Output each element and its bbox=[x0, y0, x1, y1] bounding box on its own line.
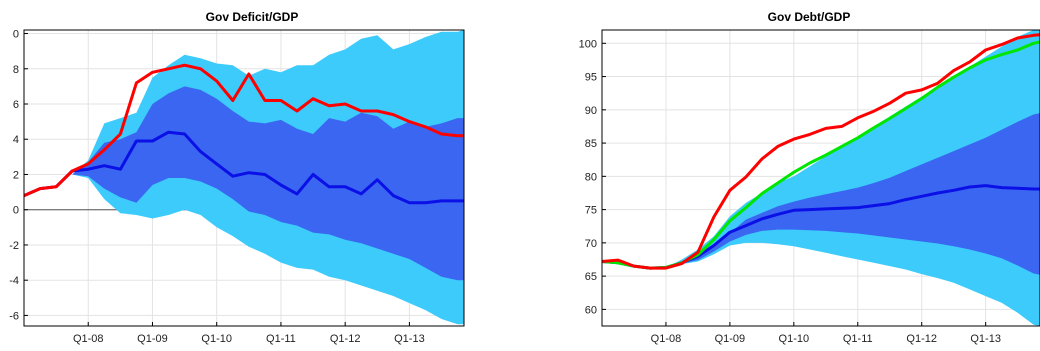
debt-bands bbox=[602, 30, 1040, 326]
deficit-y-tick-label: -2 bbox=[9, 240, 19, 252]
deficit-y-ticks: -6 -4 -2 0 2 4 6 8 0 bbox=[9, 29, 28, 322]
debt-inner-confidence-band bbox=[602, 113, 1040, 275]
deficit-x-tick-label: Q1-10 bbox=[201, 333, 232, 345]
debt-chart-panel: Gov Debt/GDP Q1-08 Q1-09 Q1-10 Q1-11 Q1-12 Q1… bbox=[579, 10, 1040, 345]
debt-y-tick-label: 70 bbox=[585, 238, 597, 250]
deficit-chart-panel: Gov Deficit/GDP Q1-08 Q1-09 Q1-10 Q1-11 Q1-1… bbox=[9, 10, 465, 345]
debt-x-ticks: Q1-08 Q1-09 Q1-10 Q1-11 Q1-12 Q1-13 bbox=[651, 322, 1001, 345]
deficit-y-tick-label: 8 bbox=[13, 64, 19, 76]
deficit-y-tick-label: 0 bbox=[13, 205, 19, 217]
deficit-y-tick-label: -4 bbox=[9, 275, 19, 287]
deficit-y-tick-label: 4 bbox=[13, 134, 19, 146]
debt-y-tick-label: 95 bbox=[585, 72, 597, 84]
deficit-x-tick-label: Q1-08 bbox=[73, 333, 104, 345]
debt-lines bbox=[601, 33, 1040, 270]
debt-y-tick-label: 90 bbox=[585, 105, 597, 117]
deficit-chart-title: Gov Deficit/GDP bbox=[206, 10, 299, 24]
deficit-y-tick-label: 0 bbox=[13, 29, 19, 41]
deficit-bands bbox=[24, 30, 464, 325]
debt-actual-line bbox=[601, 33, 1040, 270]
deficit-x-ticks: Q1-08 Q1-09 Q1-10 Q1-11 Q1-12 Q1-13 bbox=[73, 322, 425, 345]
debt-y-tick-label: 65 bbox=[585, 271, 597, 283]
debt-chart-title: Gov Debt/GDP bbox=[768, 10, 851, 24]
debt-y-tick-label: 80 bbox=[585, 171, 597, 183]
debt-x-tick-label: Q1-12 bbox=[906, 333, 937, 345]
deficit-lines bbox=[23, 63, 464, 205]
debt-y-tick-label: 60 bbox=[585, 304, 597, 316]
debt-y-tick-label: 85 bbox=[585, 138, 597, 150]
deficit-x-tick-label: Q1-12 bbox=[330, 333, 361, 345]
debt-y-tick-label: 75 bbox=[585, 205, 597, 217]
debt-y-ticks: 60 65 70 75 80 85 90 95 100 bbox=[579, 38, 606, 316]
debt-y-tick-label: 100 bbox=[579, 38, 597, 50]
deficit-y-tick-label: 6 bbox=[13, 99, 19, 111]
debt-x-tick-label: Q1-08 bbox=[651, 333, 682, 345]
debt-x-tick-label: Q1-10 bbox=[779, 333, 810, 345]
deficit-y-tick-label: -6 bbox=[9, 310, 19, 322]
deficit-y-tick-label: 2 bbox=[13, 169, 19, 181]
deficit-x-tick-label: Q1-13 bbox=[394, 333, 425, 345]
debt-x-tick-label: Q1-09 bbox=[715, 333, 746, 345]
deficit-actual-line bbox=[23, 63, 464, 197]
debt-plot-frame bbox=[601, 29, 1040, 327]
deficit-inner-confidence-band bbox=[24, 86, 464, 281]
deficit-plot-frame bbox=[23, 29, 465, 327]
deficit-x-tick-label: Q1-11 bbox=[266, 333, 296, 345]
debt-x-tick-label: Q1-13 bbox=[970, 333, 1001, 345]
deficit-x-tick-label: Q1-09 bbox=[137, 333, 168, 345]
debt-x-tick-label: Q1-11 bbox=[843, 333, 873, 345]
deficit-median-line bbox=[23, 130, 464, 205]
